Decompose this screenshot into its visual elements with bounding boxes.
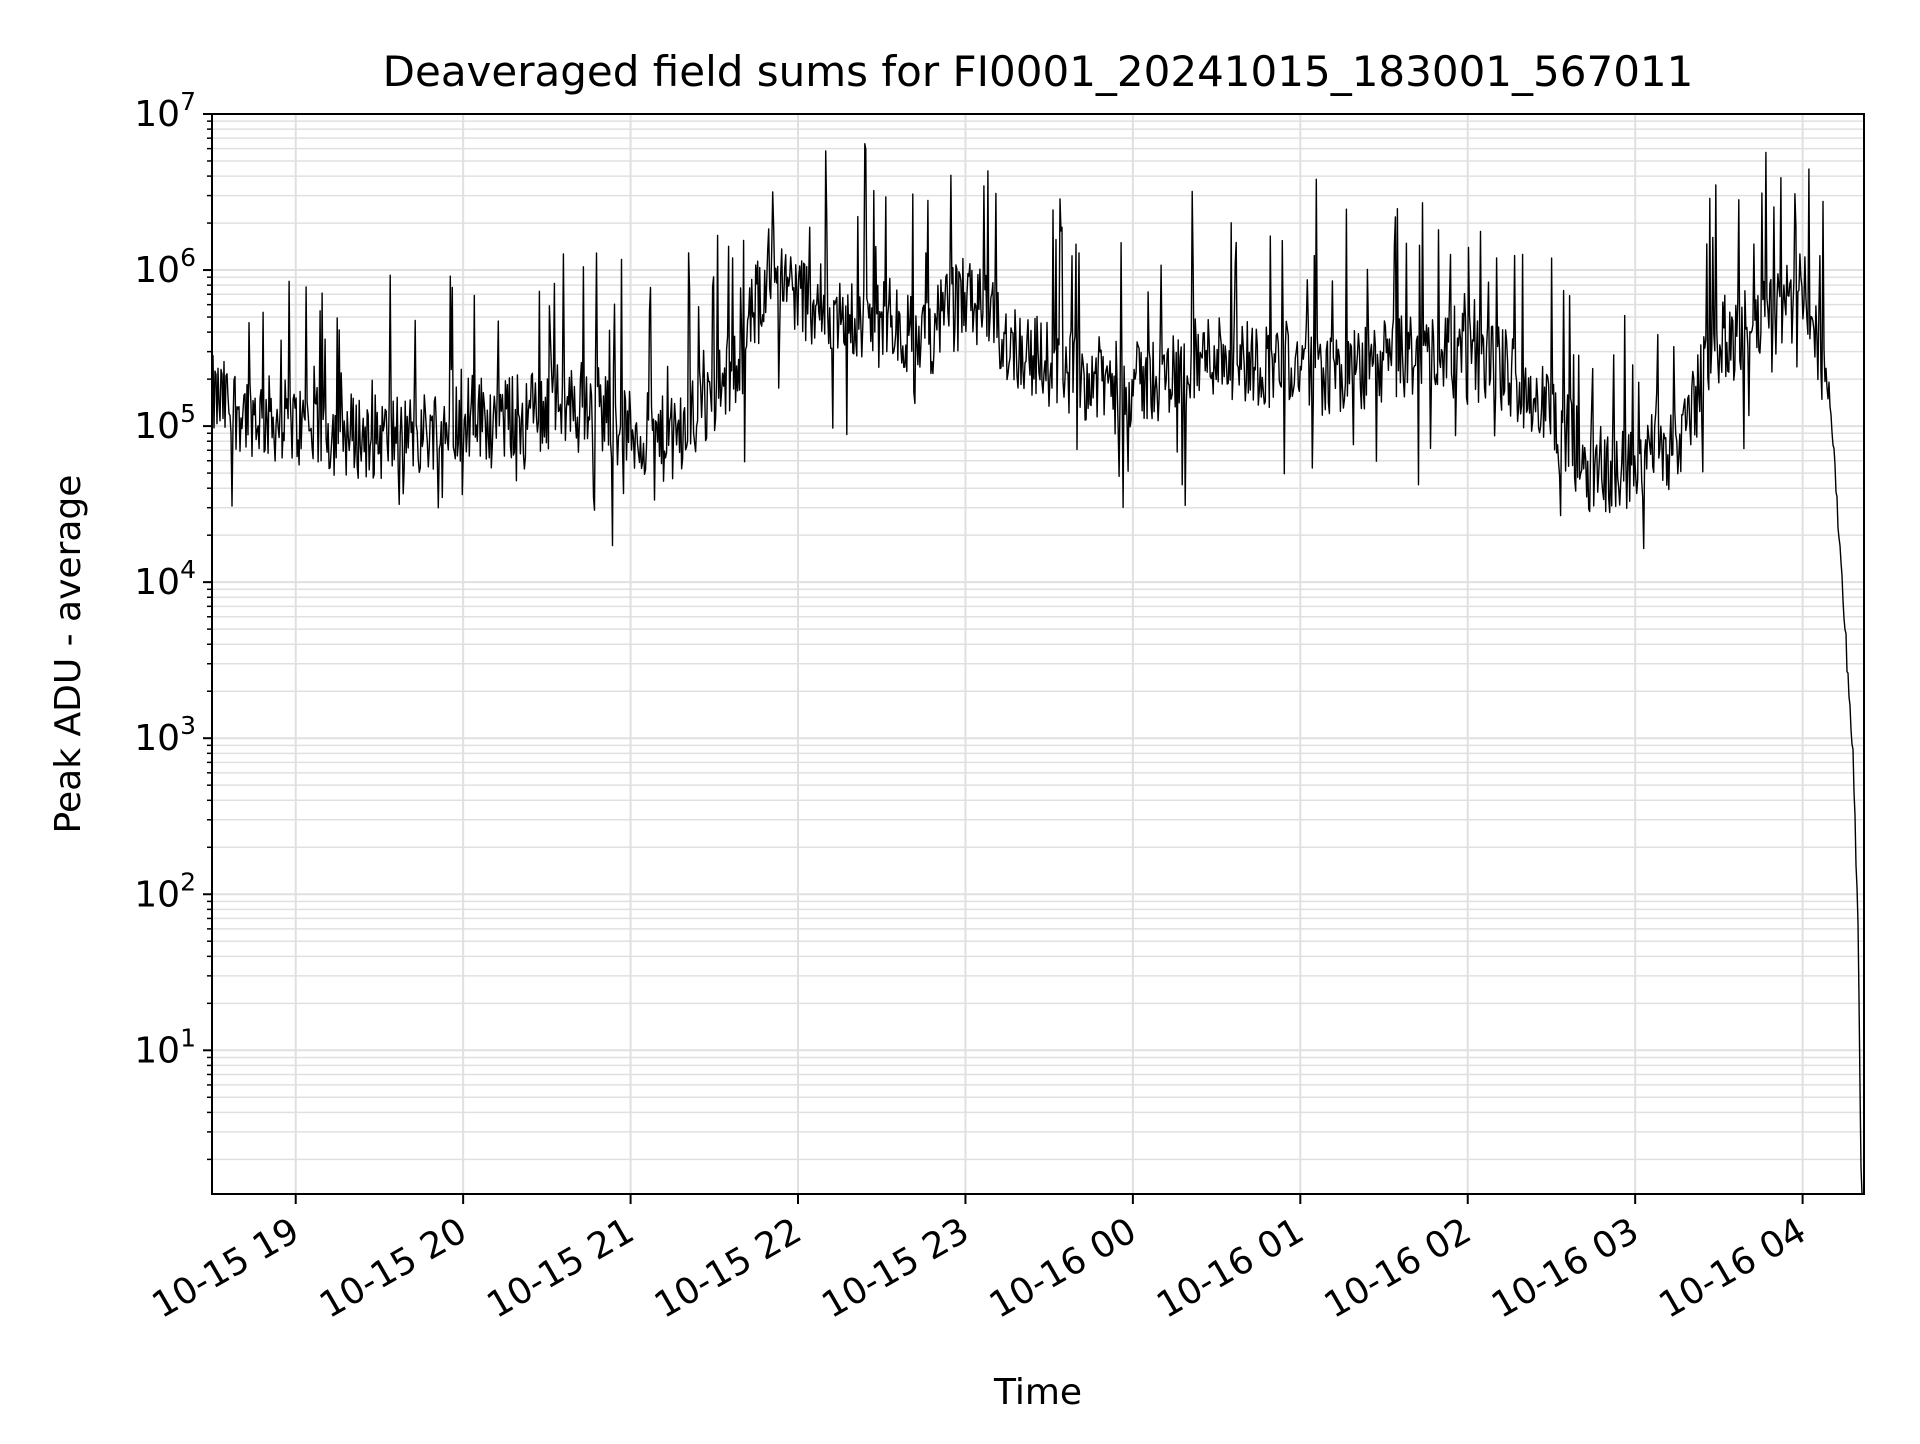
chart-title: Deaveraged field sums for FI0001_2024101… <box>383 47 1694 96</box>
y-axis-label: Peak ADU - average <box>48 475 89 834</box>
x-tick-label: 10-15 21 <box>480 1210 641 1326</box>
y-tick-label: 105 <box>134 399 196 447</box>
y-tick-label: 102 <box>134 867 196 915</box>
x-axis-label: Time <box>993 1372 1082 1413</box>
series <box>211 142 1864 1195</box>
plot-frame <box>211 113 1865 1195</box>
x-tick-label: 10-15 22 <box>648 1210 809 1326</box>
x-tick-label: 10-15 19 <box>146 1210 307 1326</box>
x-tick-label: 10-16 00 <box>983 1210 1144 1326</box>
x-tick-label: 10-16 04 <box>1652 1210 1813 1326</box>
x-tick-label: 10-15 23 <box>815 1210 976 1326</box>
y-tick-label: 101 <box>134 1023 196 1071</box>
y-tick-label: 103 <box>134 711 196 759</box>
x-tick-label: 10-15 20 <box>313 1210 474 1326</box>
y-tick-label: 106 <box>134 243 196 291</box>
x-tick-label: 10-16 02 <box>1318 1210 1479 1326</box>
series-line-0 <box>211 142 1864 1195</box>
grid <box>212 113 1864 1194</box>
y-tick-label: 104 <box>134 555 196 603</box>
x-tick-label: 10-16 01 <box>1150 1210 1311 1326</box>
y-tick-label: 107 <box>134 87 196 135</box>
x-tick-label: 10-16 03 <box>1485 1210 1646 1326</box>
